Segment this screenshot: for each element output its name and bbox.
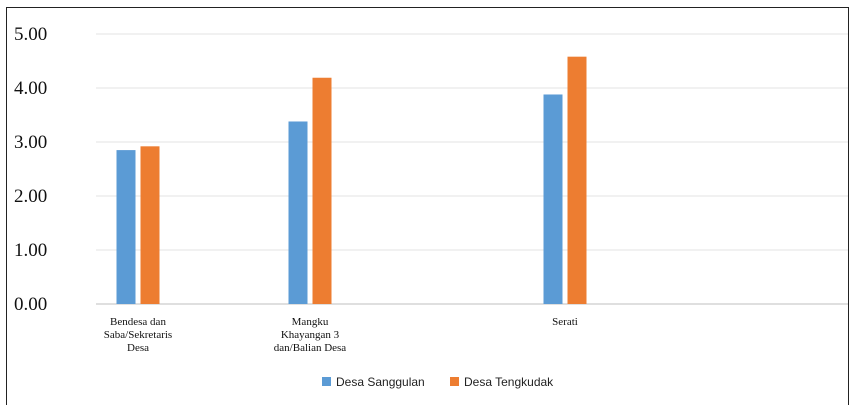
- y-tick-label: 2.00: [14, 186, 47, 207]
- bar-sanggulan: [543, 94, 563, 304]
- legend-swatch: [322, 377, 331, 386]
- y-tick-label: 0.00: [14, 294, 47, 315]
- y-axis: 0.00 1.00 2.00 3.00 4.00 5.00: [14, 24, 47, 315]
- y-tick-label: 1.00: [14, 240, 47, 261]
- category-label: Serati: [552, 316, 578, 328]
- legend: Desa Sanggulan Desa Tengkudak: [322, 375, 554, 389]
- chart-frame: [6, 7, 849, 405]
- category-label: dan/Balian Desa: [274, 342, 347, 354]
- bar-tengkudak: [567, 56, 587, 305]
- category-label: Khayangan 3: [281, 329, 340, 341]
- bars: [116, 56, 587, 305]
- category-label: Saba/Sekretaris: [104, 329, 172, 341]
- bar-tengkudak: [312, 77, 332, 305]
- gridlines: [96, 33, 848, 305]
- y-tick-label: 4.00: [14, 78, 47, 99]
- legend-swatch: [450, 377, 459, 386]
- y-tick-label: 3.00: [14, 132, 47, 153]
- bar-tengkudak: [140, 146, 160, 304]
- y-tick-label: 5.00: [14, 24, 47, 45]
- category-label: Bendesa dan: [110, 316, 166, 328]
- bar-sanggulan: [116, 150, 136, 304]
- legend-label: Desa Tengkudak: [464, 375, 554, 389]
- category-label: Mangku: [292, 316, 329, 328]
- bar-sanggulan: [288, 121, 308, 304]
- legend-label: Desa Sanggulan: [336, 375, 425, 389]
- category-label: Desa: [127, 342, 149, 354]
